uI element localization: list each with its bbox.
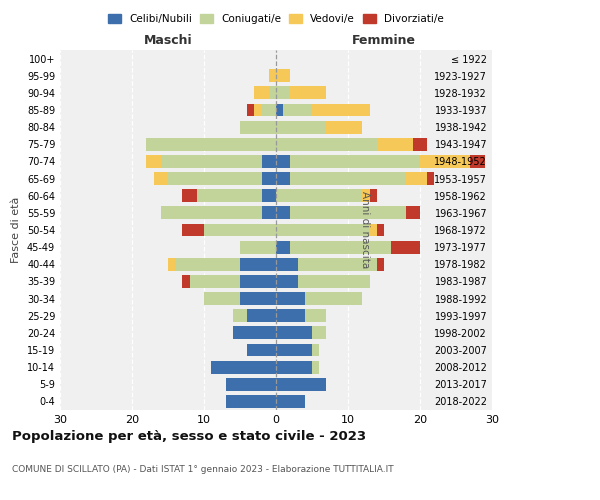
Bar <box>377 138 413 150</box>
Bar <box>204 292 240 305</box>
Bar <box>161 155 262 168</box>
Bar <box>377 224 384 236</box>
Bar <box>312 104 370 117</box>
Bar <box>240 258 276 270</box>
Bar <box>233 310 247 322</box>
Bar <box>254 104 262 117</box>
Bar <box>182 224 204 236</box>
Bar <box>391 240 420 254</box>
Bar <box>305 310 326 322</box>
Bar <box>370 224 377 236</box>
Bar <box>276 224 370 236</box>
Bar <box>290 206 406 220</box>
Bar <box>406 172 427 185</box>
Bar <box>298 258 377 270</box>
Bar <box>276 120 326 134</box>
Bar <box>290 86 326 100</box>
Bar <box>276 360 312 374</box>
Bar <box>290 155 420 168</box>
Bar <box>427 172 434 185</box>
Bar <box>276 395 305 408</box>
Bar <box>283 104 312 117</box>
Bar <box>290 240 391 254</box>
Bar <box>377 258 384 270</box>
Bar <box>247 104 254 117</box>
Bar <box>276 344 312 356</box>
Bar <box>262 172 276 185</box>
Bar <box>262 190 276 202</box>
Bar <box>204 224 276 236</box>
Bar <box>247 344 276 356</box>
Bar <box>276 86 290 100</box>
Bar <box>276 104 283 117</box>
Bar <box>269 70 276 82</box>
Bar <box>240 120 276 134</box>
Text: Popolazione per età, sesso e stato civile - 2023: Popolazione per età, sesso e stato civil… <box>12 430 366 443</box>
Bar <box>276 292 305 305</box>
Bar <box>276 258 298 270</box>
Bar <box>262 104 276 117</box>
Bar <box>326 120 362 134</box>
Bar <box>175 258 240 270</box>
Bar <box>276 310 305 322</box>
Bar <box>233 326 276 340</box>
Bar <box>276 172 290 185</box>
Bar <box>312 326 326 340</box>
Bar <box>276 138 377 150</box>
Bar <box>262 206 276 220</box>
Bar <box>276 326 312 340</box>
Bar <box>276 275 298 288</box>
Bar <box>276 206 290 220</box>
Bar <box>226 395 276 408</box>
Bar <box>370 190 377 202</box>
Bar <box>312 360 319 374</box>
Text: COMUNE DI SCILLATO (PA) - Dati ISTAT 1° gennaio 2023 - Elaborazione TUTTITALIA.I: COMUNE DI SCILLATO (PA) - Dati ISTAT 1° … <box>12 465 394 474</box>
Bar <box>269 86 276 100</box>
Bar <box>240 292 276 305</box>
Y-axis label: Anni di nascita: Anni di nascita <box>359 192 370 268</box>
Text: Maschi: Maschi <box>143 34 193 46</box>
Bar <box>226 378 276 390</box>
Bar <box>413 138 427 150</box>
Bar <box>161 206 262 220</box>
Bar <box>190 275 240 288</box>
Bar <box>406 206 420 220</box>
Bar <box>211 360 276 374</box>
Bar <box>197 190 262 202</box>
Bar <box>240 275 276 288</box>
Bar <box>254 86 269 100</box>
Bar <box>312 344 319 356</box>
Bar <box>290 172 406 185</box>
Bar <box>276 70 290 82</box>
Bar <box>262 155 276 168</box>
Bar <box>182 190 197 202</box>
Bar <box>182 275 190 288</box>
Bar <box>154 172 168 185</box>
Bar <box>146 155 161 168</box>
Bar <box>470 155 485 168</box>
Bar <box>305 292 362 305</box>
Bar <box>362 190 370 202</box>
Legend: Celibi/Nubili, Coniugati/e, Vedovi/e, Divorziati/e: Celibi/Nubili, Coniugati/e, Vedovi/e, Di… <box>104 10 448 29</box>
Bar <box>276 190 362 202</box>
Bar <box>247 310 276 322</box>
Bar <box>240 240 276 254</box>
Bar <box>276 240 290 254</box>
Bar <box>168 172 262 185</box>
Bar <box>146 138 276 150</box>
Text: Femmine: Femmine <box>352 34 416 46</box>
Bar <box>168 258 175 270</box>
Bar <box>420 155 470 168</box>
Bar <box>276 378 326 390</box>
Bar <box>276 155 290 168</box>
Bar <box>298 275 370 288</box>
Y-axis label: Fasce di età: Fasce di età <box>11 197 21 263</box>
